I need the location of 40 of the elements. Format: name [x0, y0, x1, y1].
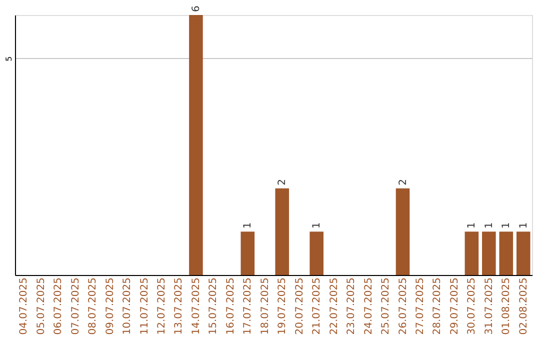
x-tick-label: 18.07.2025 — [260, 278, 271, 335]
x-tick-label: 31.07.2025 — [484, 278, 495, 335]
x-tick-label: 02.08.2025 — [518, 278, 530, 335]
x-tick-label: 21.07.2025 — [312, 278, 323, 335]
x-tick-label: 20.07.2025 — [294, 278, 306, 335]
x-tick-label: 29.07.2025 — [449, 278, 460, 335]
x-tick-label: 04.07.2025 — [18, 278, 30, 335]
data-label: 2 — [398, 178, 409, 186]
x-tick-label: 13.07.2025 — [174, 278, 185, 335]
x-tick-label: 16.07.2025 — [225, 278, 236, 335]
data-label: 1 — [242, 222, 254, 229]
x-tick-label: 07.07.2025 — [70, 278, 82, 335]
data-label: 2 — [277, 178, 288, 186]
y-tick-label: 5 — [4, 56, 14, 62]
x-tick-label: 11.07.2025 — [139, 278, 150, 335]
x-tick-label: 06.07.2025 — [53, 278, 64, 335]
x-tick-label: 30.07.2025 — [466, 278, 478, 335]
data-label: 1 — [466, 222, 478, 229]
data-label: 1 — [312, 222, 323, 229]
x-tick-label: 23.07.2025 — [346, 278, 358, 335]
data-label: 6 — [190, 6, 202, 12]
x-tick-label: 28.07.2025 — [432, 278, 444, 335]
x-tick-label: 09.07.2025 — [104, 278, 116, 335]
x-tick-label: 27.07.2025 — [414, 278, 426, 335]
data-label: 1 — [484, 222, 495, 229]
x-tick-label: 10.07.2025 — [122, 278, 134, 335]
x-tick-label: 01.08.2025 — [501, 278, 512, 335]
x-tick-label: 08.07.2025 — [88, 278, 99, 335]
x-tick-label: 24.07.2025 — [363, 278, 374, 335]
data-label: 1 — [501, 222, 512, 229]
x-tick-label: 26.07.2025 — [398, 278, 409, 335]
x-tick-label: 22.07.2025 — [328, 278, 340, 335]
x-tick-label: 05.07.2025 — [36, 278, 47, 335]
x-tick-label: 19.07.2025 — [277, 278, 288, 335]
x-tick-label: 25.07.2025 — [380, 278, 392, 335]
x-tick-label: 14.07.2025 — [190, 278, 202, 335]
x-tick-label: 15.07.2025 — [208, 278, 220, 335]
x-tick-label: 12.07.2025 — [156, 278, 168, 335]
x-tick-label: 17.07.2025 — [242, 278, 254, 335]
data-label: 1 — [518, 222, 530, 229]
